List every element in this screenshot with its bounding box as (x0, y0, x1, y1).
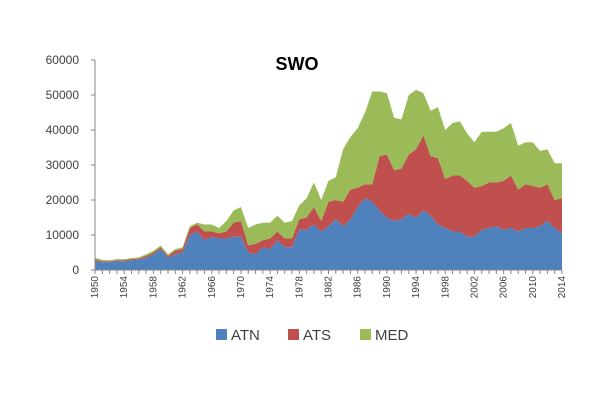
x-tick-label: 2014 (557, 276, 568, 299)
x-tick-label: 2006 (499, 276, 510, 299)
y-tick-label: 20000 (46, 193, 80, 207)
legend-label-atn: ATN (231, 327, 260, 344)
axes-group: 0 10000 20000 30000 40000 50000 60000 1950 1954 1… (46, 53, 568, 298)
x-tick-label: 1950 (90, 276, 101, 299)
y-tick-label: 60000 (46, 53, 80, 67)
x-tick-label: 2002 (469, 276, 480, 299)
legend: ATN ATS MED (216, 327, 409, 344)
x-tick-label: 1982 (324, 276, 335, 299)
area-series-med (95, 89, 562, 262)
legend-swatch-atn (216, 329, 227, 340)
x-tick-label: 1954 (119, 276, 130, 299)
area-series-group (95, 89, 562, 270)
legend-swatch-med (360, 329, 371, 340)
legend-label-ats: ATS (303, 327, 331, 344)
x-tick-label: 1986 (353, 276, 364, 299)
area-series-atn (95, 198, 562, 270)
x-tick-label: 1966 (207, 276, 218, 299)
x-tick-label: 1958 (148, 276, 159, 299)
y-tick-label: 50000 (46, 88, 80, 102)
x-tick-label: 1978 (294, 276, 305, 299)
legend-label-med: MED (375, 327, 409, 344)
x-tick-label: 1998 (440, 276, 451, 299)
chart-title: SWO (276, 54, 319, 74)
x-tick-label: 1974 (265, 276, 276, 299)
y-tick-label: 10000 (46, 228, 80, 242)
x-tick-label: 1970 (236, 276, 247, 299)
area-series-ats (95, 135, 562, 263)
y-tick-label: 40000 (46, 123, 80, 137)
x-tick-label: 1994 (411, 276, 422, 299)
y-tick-label: 30000 (46, 158, 80, 172)
x-tick-label: 1990 (382, 276, 393, 299)
x-tick-label: 2010 (528, 276, 539, 299)
legend-swatch-ats (288, 329, 299, 340)
y-tick-label: 0 (72, 263, 79, 277)
x-tick-label: 1962 (178, 276, 189, 299)
